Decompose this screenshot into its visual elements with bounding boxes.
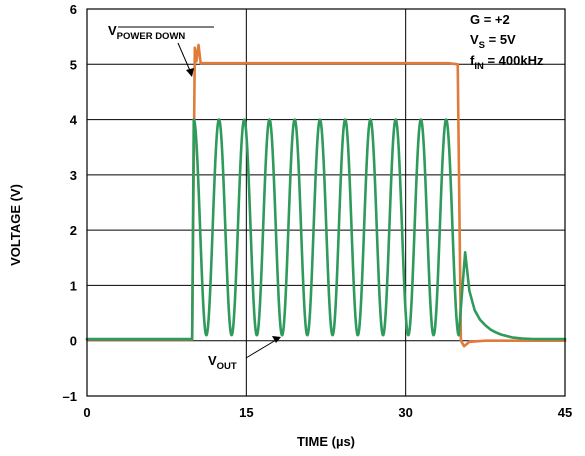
y-tick-label: –1 xyxy=(63,389,77,404)
condition-gain: G = +2 xyxy=(470,12,510,27)
condition-gain-text: G = +2 xyxy=(470,12,510,27)
x-tick-label: 0 xyxy=(83,405,90,420)
condition-frequency-sub: IN xyxy=(474,61,484,72)
condition-frequency: fIN = 400kHz xyxy=(470,53,544,72)
y-tick-label: 1 xyxy=(70,278,77,293)
condition-supply-sub: S xyxy=(479,40,485,51)
y-tick-label: 6 xyxy=(70,2,77,17)
y-tick-label: 0 xyxy=(70,334,77,349)
plot-frame xyxy=(86,8,566,397)
y-tick-label: 3 xyxy=(70,168,77,183)
out-arrow-head xyxy=(272,336,281,343)
condition-frequency-rest: = 400kHz xyxy=(484,53,544,68)
out-label-main: V xyxy=(208,353,217,368)
out-label: VOUT xyxy=(208,353,237,372)
y-tick-label: 5 xyxy=(70,57,77,72)
power-down-label-main: V xyxy=(108,23,117,38)
y-axis-title: VOLTAGE (V) xyxy=(8,184,23,266)
y-tick-label: 4 xyxy=(70,113,78,128)
series-line-out xyxy=(85,118,567,341)
x-axis-title: TIME (µs) xyxy=(297,434,355,449)
series-layer xyxy=(85,43,567,348)
power-down-arrow-head xyxy=(186,68,194,77)
power-down-arrow-line xyxy=(177,42,192,74)
x-tick-label: 15 xyxy=(239,405,253,420)
x-tick-label: 45 xyxy=(558,405,572,420)
condition-supply: VS = 5V xyxy=(470,32,516,51)
power-down-label: VPOWER DOWN xyxy=(108,23,185,42)
series-line-power-down xyxy=(85,43,567,348)
condition-supply-main: V xyxy=(470,32,479,47)
out-label-sub: OUT xyxy=(217,361,237,372)
x-tick-label: 30 xyxy=(398,405,412,420)
condition-frequency-main: f xyxy=(470,53,475,68)
condition-supply-rest: = 5V xyxy=(485,32,516,47)
y-tick-label: 2 xyxy=(70,223,77,238)
power-down-label-sub: POWER DOWN xyxy=(117,31,186,42)
out-arrow-line xyxy=(245,339,277,359)
